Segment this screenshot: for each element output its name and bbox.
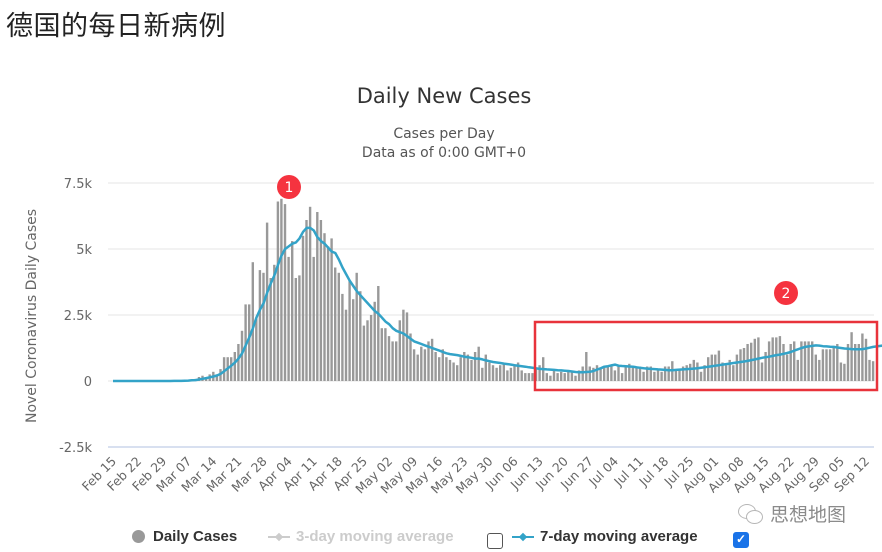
legend-item-daily-cases[interactable]: Daily Cases <box>132 528 237 545</box>
wechat-icon <box>738 503 764 524</box>
annotation-marker-2: 2 <box>774 281 798 305</box>
svg-text:2: 2 <box>782 286 791 302</box>
svg-text:7.5k: 7.5k <box>64 177 93 192</box>
page-heading: 德国的每日新病例 <box>6 11 226 42</box>
annotation-marker-1: 1 <box>277 175 301 199</box>
chart-subtitle-line1: Cases per Day <box>393 126 495 142</box>
svg-text:0: 0 <box>84 375 92 390</box>
legend-item-7day-average[interactable]: 7-day moving average <box>512 528 698 545</box>
highlight-box <box>533 320 879 392</box>
legend-item-3day-average[interactable]: 3-day moving average <box>268 528 454 545</box>
gridlines <box>108 182 874 448</box>
circle-marker-icon <box>132 530 145 543</box>
legend-label: 3-day moving average <box>296 528 454 545</box>
svg-text:-2.5k: -2.5k <box>59 441 92 456</box>
checkbox-7day-average[interactable] <box>733 532 749 548</box>
line-marker-icon <box>268 532 290 542</box>
svg-text:1: 1 <box>285 180 294 196</box>
y-axis-ticks: -2.5k 0 2.5k 5k 7.5k <box>59 177 92 456</box>
seven-day-average-line[interactable] <box>113 226 882 383</box>
svg-text:5k: 5k <box>76 243 92 258</box>
checkbox-3day-average[interactable] <box>487 533 503 549</box>
watermark: 思想地图 <box>738 500 846 527</box>
daily-cases-bars[interactable] <box>165 198 875 381</box>
svg-text:2.5k: 2.5k <box>64 309 93 324</box>
chart-subtitle-line2: Data as of 0:00 GMT+0 <box>361 145 527 161</box>
watermark-text: 思想地图 <box>770 504 847 526</box>
legend-label: 7-day moving average <box>540 528 698 545</box>
chart-title: Daily New Cases <box>356 84 532 108</box>
legend-label: Daily Cases <box>153 528 238 545</box>
line-marker-icon <box>512 532 534 542</box>
y-axis-label: Novel Coronavirus Daily Cases <box>24 209 40 423</box>
